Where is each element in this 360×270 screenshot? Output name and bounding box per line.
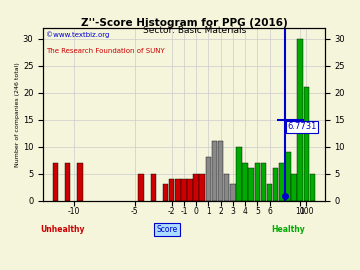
- Text: The Research Foundation of SUNY: The Research Foundation of SUNY: [46, 48, 165, 55]
- Bar: [248, 168, 254, 201]
- Bar: [291, 174, 297, 201]
- Bar: [138, 174, 144, 201]
- Title: Z''-Score Histogram for PPG (2016): Z''-Score Histogram for PPG (2016): [81, 18, 287, 28]
- Text: Healthy: Healthy: [271, 225, 305, 234]
- Bar: [303, 87, 309, 201]
- Bar: [218, 141, 223, 201]
- Y-axis label: Number of companies (246 total): Number of companies (246 total): [15, 62, 20, 167]
- Text: Sector: Basic Materials: Sector: Basic Materials: [143, 26, 246, 35]
- Bar: [310, 174, 315, 201]
- Bar: [206, 157, 211, 201]
- Text: 6.7731: 6.7731: [287, 122, 317, 131]
- Bar: [169, 179, 174, 201]
- Bar: [163, 184, 168, 201]
- Bar: [65, 163, 70, 201]
- Text: ©www.textbiz.org: ©www.textbiz.org: [46, 31, 109, 38]
- Bar: [187, 179, 193, 201]
- Bar: [279, 163, 284, 201]
- Bar: [236, 147, 242, 201]
- Bar: [175, 179, 180, 201]
- Bar: [267, 184, 272, 201]
- Bar: [181, 179, 186, 201]
- Bar: [261, 163, 266, 201]
- Bar: [242, 163, 248, 201]
- Bar: [199, 174, 205, 201]
- Bar: [297, 39, 303, 201]
- Text: Score: Score: [156, 225, 177, 234]
- Bar: [212, 141, 217, 201]
- Bar: [53, 163, 58, 201]
- Bar: [255, 163, 260, 201]
- Bar: [150, 174, 156, 201]
- Bar: [193, 174, 199, 201]
- Bar: [273, 168, 278, 201]
- Bar: [285, 152, 291, 201]
- Bar: [77, 163, 82, 201]
- Bar: [230, 184, 235, 201]
- Text: Unhealthy: Unhealthy: [41, 225, 85, 234]
- Bar: [224, 174, 229, 201]
